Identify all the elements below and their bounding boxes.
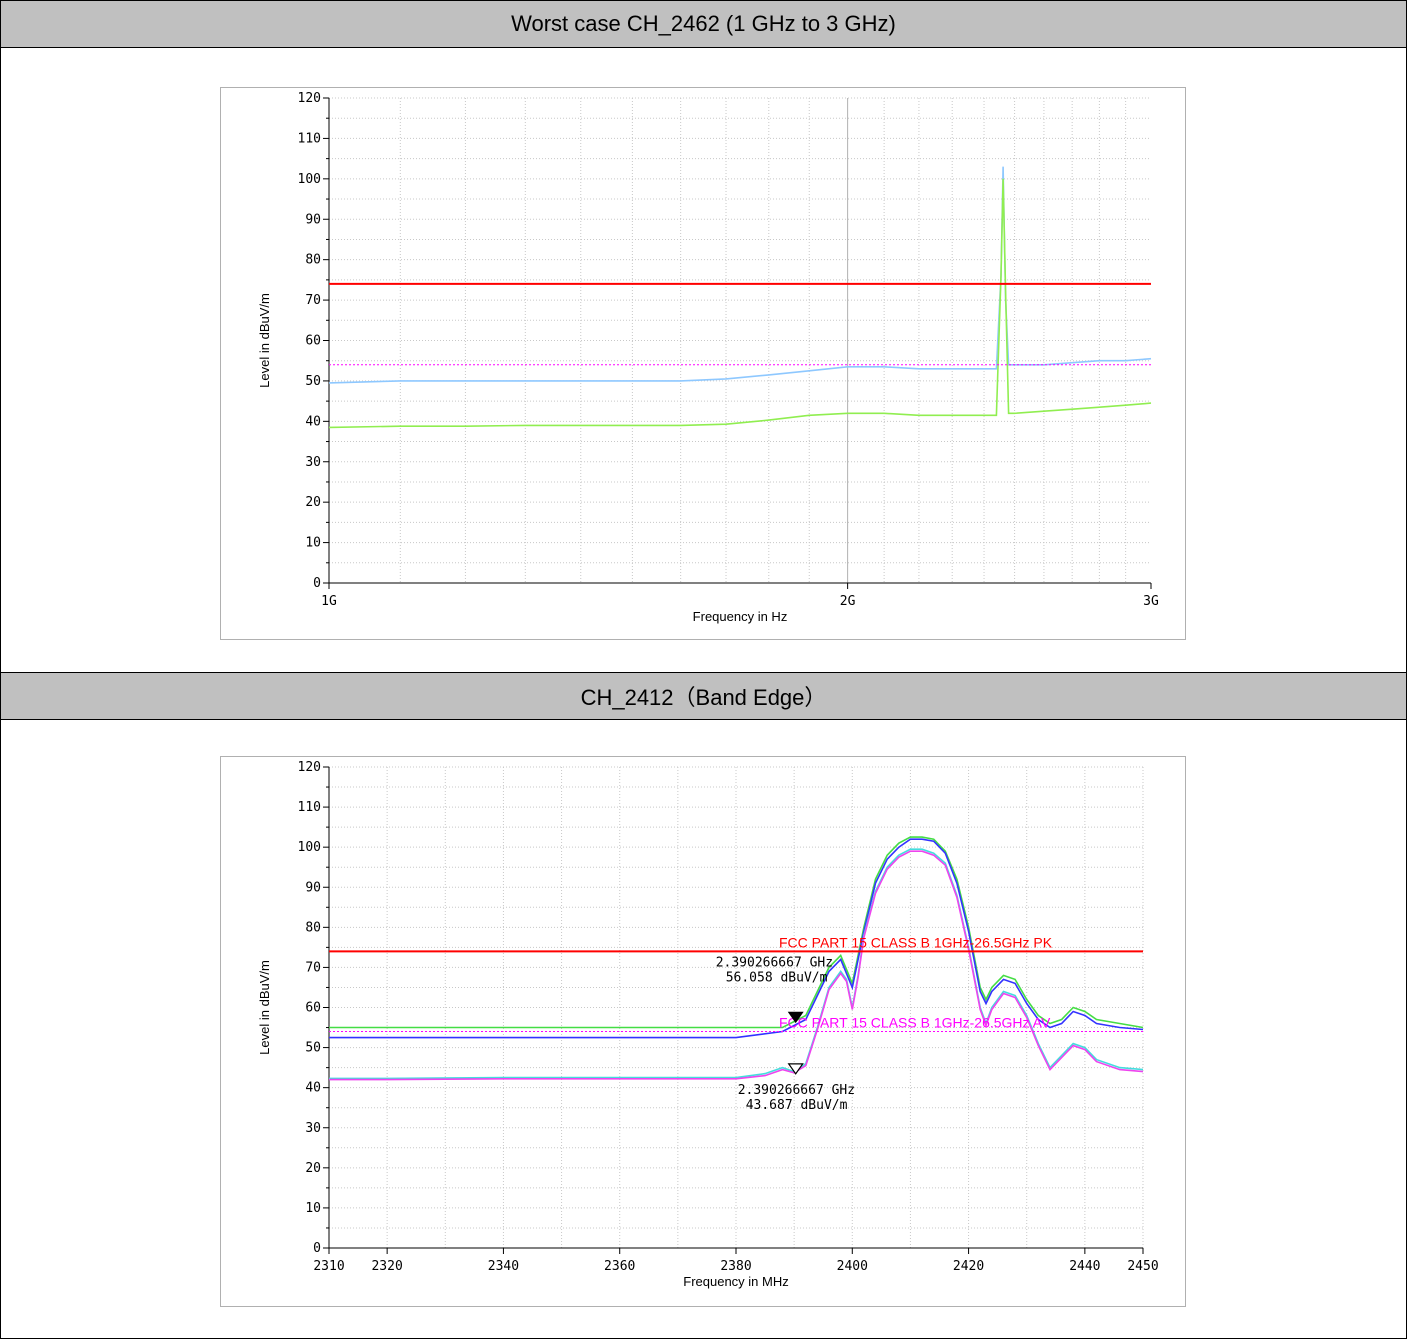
- y-tick-label: 70: [305, 293, 321, 308]
- x-tick-label: 1G: [321, 594, 337, 609]
- x-tick-label: 2380: [720, 1259, 751, 1274]
- y-tick-label: 110: [298, 131, 321, 146]
- y-tick-label: 50: [305, 1041, 321, 1056]
- x-tick-label: 2310: [313, 1259, 344, 1274]
- y-tick-label: 120: [298, 91, 321, 106]
- y-tick-label: 90: [305, 212, 321, 227]
- average-marker: [787, 1063, 804, 1075]
- y-tick-label: 50: [305, 374, 321, 389]
- y-tick-label: 110: [298, 800, 321, 815]
- y-tick-label: 80: [305, 253, 321, 268]
- series-2-line: [329, 848, 1144, 1080]
- y-tick-label: 20: [305, 1161, 321, 1176]
- marker-level-label: 56.058 dBuV/m: [726, 970, 828, 985]
- chart-panel-worst-case: 0 10 20 30 40 50 60 70 80 90 100 110 120 1G 2G 3G Freque…: [220, 87, 1186, 640]
- section-header-worst-case: Worst case CH_2462 (1 GHz to 3 GHz): [1, 1, 1406, 48]
- x-tick-label: 2340: [488, 1259, 519, 1274]
- y-tick-label: 0: [313, 1241, 321, 1256]
- x-tick-label: 2420: [953, 1259, 984, 1274]
- x-tick-label: 3G: [1143, 594, 1159, 609]
- band-edge-chart: 0 10 20 30 40 50 60 70 80 90 100 110 120 2310 2320 2340…: [257, 760, 1159, 1289]
- series-0-line: [328, 166, 1152, 384]
- limit-label-1: FCC PART 15 CLASS B 1GHz-26.5GHz AV: [779, 1015, 1051, 1031]
- y-tick-label: 120: [298, 760, 321, 775]
- y-tick-label: 40: [305, 1081, 321, 1096]
- series-0-line: [329, 836, 1144, 1029]
- series-1-line: [329, 838, 1144, 1039]
- section-title: Worst case CH_2462 (1 GHz to 3 GHz): [511, 11, 896, 36]
- y-tick-label: 100: [298, 172, 321, 187]
- y-tick-label: 0: [313, 576, 321, 591]
- worst-case-chart: 0 10 20 30 40 50 60 70 80 90 100 110 120 1G 2G 3G Freque…: [257, 91, 1159, 624]
- section-title: CH_2412（Band Edge）: [580, 685, 827, 710]
- section-header-band-edge: CH_2412（Band Edge）: [1, 672, 1406, 720]
- marker-freq-label: 2.390266667 GHz: [738, 1083, 855, 1098]
- y-tick-label: 90: [305, 880, 321, 895]
- y-tick-label: 30: [305, 1121, 321, 1136]
- y-tick-label: 40: [305, 414, 321, 429]
- y-tick-label: 60: [305, 1001, 321, 1016]
- x-tick-label: 2360: [604, 1259, 635, 1274]
- x-tick-label: 2440: [1069, 1259, 1100, 1274]
- x-axis-title: Frequency in Hz: [693, 609, 788, 624]
- x-tick-label: 2G: [840, 594, 856, 609]
- series-3-line: [329, 850, 1144, 1081]
- y-tick-label: 20: [305, 495, 321, 510]
- x-axis-title: Frequency in MHz: [683, 1274, 788, 1289]
- marker-freq-label: 2.390266667 GHz: [716, 955, 833, 970]
- marker-level-label: 43.687 dBuV/m: [746, 1098, 848, 1113]
- y-tick-label: 10: [305, 536, 321, 551]
- y-tick-label: 80: [305, 920, 321, 935]
- y-tick-label: 100: [298, 840, 321, 855]
- y-tick-label: 30: [305, 455, 321, 470]
- limit-label-0: FCC PART 15 CLASS B 1GHz-26.5GHz PK: [779, 934, 1053, 950]
- y-axis-title: Level in dBuV/m: [257, 960, 272, 1055]
- y-tick-label: 10: [305, 1201, 321, 1216]
- x-tick-label: 2320: [371, 1259, 402, 1274]
- x-tick-label: 2400: [837, 1259, 868, 1274]
- peak-marker: [787, 1011, 804, 1024]
- series-1-line: [328, 178, 1152, 429]
- y-axis-title: Level in dBuV/m: [257, 293, 272, 388]
- chart-panel-band-edge: 0 10 20 30 40 50 60 70 80 90 100 110 120 2310 2320 2340…: [220, 756, 1186, 1307]
- x-tick-label: 2450: [1127, 1259, 1158, 1274]
- y-tick-label: 60: [305, 334, 321, 349]
- y-tick-label: 70: [305, 960, 321, 975]
